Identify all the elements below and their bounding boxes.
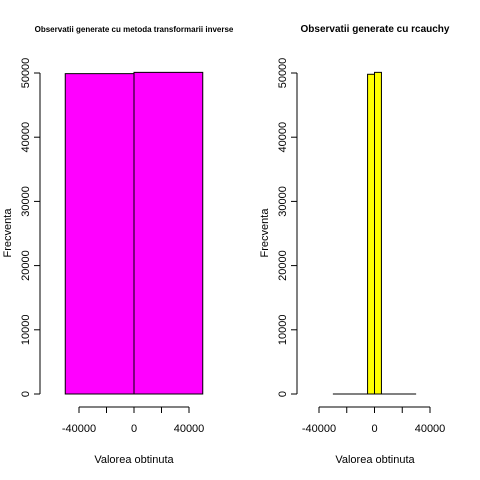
y-tick-label: 40000: [277, 122, 289, 153]
y-tick-label: 0: [20, 391, 32, 397]
y-tick-label: 50000: [20, 58, 32, 89]
chart-title: Observatii generate cu rcauchy: [301, 24, 450, 35]
y-tick-label: 20000: [20, 250, 32, 281]
x-tick-label: -40000: [302, 423, 336, 435]
y-tick-label: 50000: [277, 58, 289, 89]
x-tick-label: 0: [131, 423, 137, 435]
y-tick-label: 0: [277, 391, 289, 397]
y-tick-label: 20000: [277, 250, 289, 281]
x-tick-label: 40000: [174, 423, 205, 435]
y-tick-label: 30000: [20, 186, 32, 217]
x-tick-label: -40000: [62, 423, 96, 435]
histogram-bar: [64, 73, 135, 395]
histogram-bar: [133, 71, 204, 395]
y-tick-label: 30000: [277, 186, 289, 217]
y-tick-label: 10000: [20, 315, 32, 346]
x-axis-label: Valorea obtinuta: [335, 454, 415, 466]
x-axis-label: Valorea obtinuta: [94, 454, 174, 466]
y-axis-label: Frecventa: [259, 208, 271, 258]
chart-title: Observatii generate cu metoda transforma…: [35, 25, 234, 34]
histogram-bar: [374, 71, 382, 395]
y-tick-label: 10000: [277, 315, 289, 346]
y-tick-label: 40000: [20, 122, 32, 153]
x-tick-label: 0: [371, 423, 377, 435]
y-axis-label: Frecventa: [2, 208, 14, 258]
histogram-bar: [367, 73, 375, 395]
x-tick-label: 40000: [415, 423, 446, 435]
